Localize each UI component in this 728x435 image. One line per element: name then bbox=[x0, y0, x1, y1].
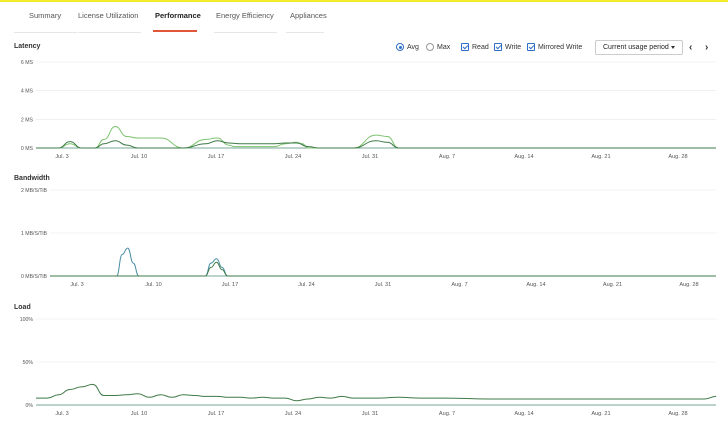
read-label: Read bbox=[472, 43, 489, 51]
x-tick-label: Aug. 21 bbox=[591, 154, 610, 160]
x-tick-label: Jul. 17 bbox=[208, 154, 224, 160]
avg-radio[interactable]: Avg bbox=[396, 40, 419, 54]
x-tick-label: Jul. 10 bbox=[131, 154, 147, 160]
x-tick-label: Jul. 10 bbox=[131, 411, 147, 417]
y-tick-label: 100% bbox=[20, 317, 34, 323]
y-tick-label: 0% bbox=[26, 403, 34, 409]
write-label: Write bbox=[505, 43, 522, 51]
x-tick-label: Aug. 28 bbox=[668, 154, 687, 160]
y-tick-label: 50% bbox=[23, 360, 34, 366]
x-tick-label: Aug. 7 bbox=[439, 411, 455, 417]
x-tick-label: Aug. 7 bbox=[451, 282, 467, 288]
x-tick-label: Aug. 21 bbox=[603, 282, 622, 288]
avg-label: Avg bbox=[407, 43, 419, 51]
x-tick-label: Jul. 31 bbox=[375, 282, 391, 288]
x-tick-label: Jul. 3 bbox=[55, 411, 68, 417]
tab-energy-efficiency[interactable]: Energy Efficiency bbox=[216, 11, 274, 20]
tab-bar: Summary License Utilization Performance … bbox=[0, 2, 728, 33]
active-tab-underline bbox=[153, 30, 197, 32]
chevron-left-icon[interactable]: ‹ bbox=[689, 42, 693, 53]
x-tick-label: Aug. 28 bbox=[679, 282, 698, 288]
series-line-load bbox=[36, 383, 717, 402]
x-tick-label: Jul. 17 bbox=[222, 282, 238, 288]
tab-license-utilization[interactable]: License Utilization bbox=[78, 11, 139, 20]
x-tick-label: Jul. 24 bbox=[298, 282, 314, 288]
x-tick-label: Aug. 21 bbox=[591, 411, 610, 417]
y-tick-label: 6 MS bbox=[21, 60, 34, 66]
y-tick-label: 1 MB/S/TiB bbox=[21, 231, 48, 237]
top-accent-bar bbox=[0, 0, 728, 2]
x-tick-label: Aug. 14 bbox=[514, 154, 533, 160]
radio-selected-icon bbox=[396, 43, 404, 51]
chevron-right-icon[interactable]: › bbox=[705, 42, 709, 53]
x-tick-label: Aug. 7 bbox=[439, 154, 455, 160]
radio-unselected-icon bbox=[426, 43, 434, 51]
y-tick-label: 0 MS bbox=[21, 146, 34, 152]
usage-period-value: Current usage period bbox=[603, 44, 669, 51]
tab-summary[interactable]: Summary bbox=[29, 11, 62, 20]
series-line-write bbox=[36, 140, 716, 149]
x-tick-label: Jul. 3 bbox=[55, 154, 68, 160]
mirrored-write-label: Mirrored Write bbox=[538, 43, 583, 51]
y-tick-label: 2 MB/S/TiB bbox=[21, 188, 48, 194]
x-tick-label: Aug. 14 bbox=[514, 411, 533, 417]
x-tick-label: Jul. 3 bbox=[70, 282, 83, 288]
x-tick-label: Aug. 14 bbox=[526, 282, 545, 288]
checkbox-checked-icon bbox=[494, 43, 502, 51]
max-radio[interactable]: Max bbox=[426, 40, 450, 54]
checkbox-checked-icon bbox=[461, 43, 469, 51]
x-tick-label: Jul. 24 bbox=[285, 154, 301, 160]
chevron-down-icon bbox=[671, 46, 675, 49]
write-checkbox[interactable]: Write bbox=[494, 40, 521, 54]
checkbox-checked-icon bbox=[527, 43, 535, 51]
x-tick-label: Jul. 24 bbox=[285, 411, 301, 417]
x-tick-label: Aug. 28 bbox=[668, 411, 687, 417]
x-tick-label: Jul. 31 bbox=[362, 154, 378, 160]
x-tick-label: Jul. 17 bbox=[208, 411, 224, 417]
series-line-read bbox=[36, 125, 716, 149]
tab-performance[interactable]: Performance bbox=[155, 11, 201, 20]
latency-chart-title: Latency bbox=[14, 43, 41, 50]
tab-divider bbox=[78, 32, 141, 33]
x-tick-label: Jul. 31 bbox=[362, 411, 378, 417]
y-tick-label: 0 MB/S/TiB bbox=[21, 274, 48, 280]
tab-divider bbox=[14, 32, 77, 33]
usage-period-select[interactable]: Current usage period bbox=[595, 40, 683, 55]
tab-appliances[interactable]: Appliances bbox=[290, 11, 327, 20]
max-label: Max bbox=[437, 43, 451, 51]
series-line-read bbox=[50, 247, 716, 277]
x-tick-label: Jul. 10 bbox=[145, 282, 161, 288]
series-line-write bbox=[50, 261, 716, 277]
tab-divider bbox=[214, 32, 277, 33]
y-tick-label: 2 MS bbox=[21, 117, 34, 123]
bandwidth-chart-title: Bandwidth bbox=[14, 175, 50, 182]
load-chart-title: Load bbox=[14, 304, 31, 311]
mirrored-write-checkbox[interactable]: Mirrored Write bbox=[527, 40, 582, 54]
read-checkbox[interactable]: Read bbox=[461, 40, 489, 54]
tab-divider bbox=[286, 32, 324, 33]
y-tick-label: 4 MS bbox=[21, 89, 34, 95]
